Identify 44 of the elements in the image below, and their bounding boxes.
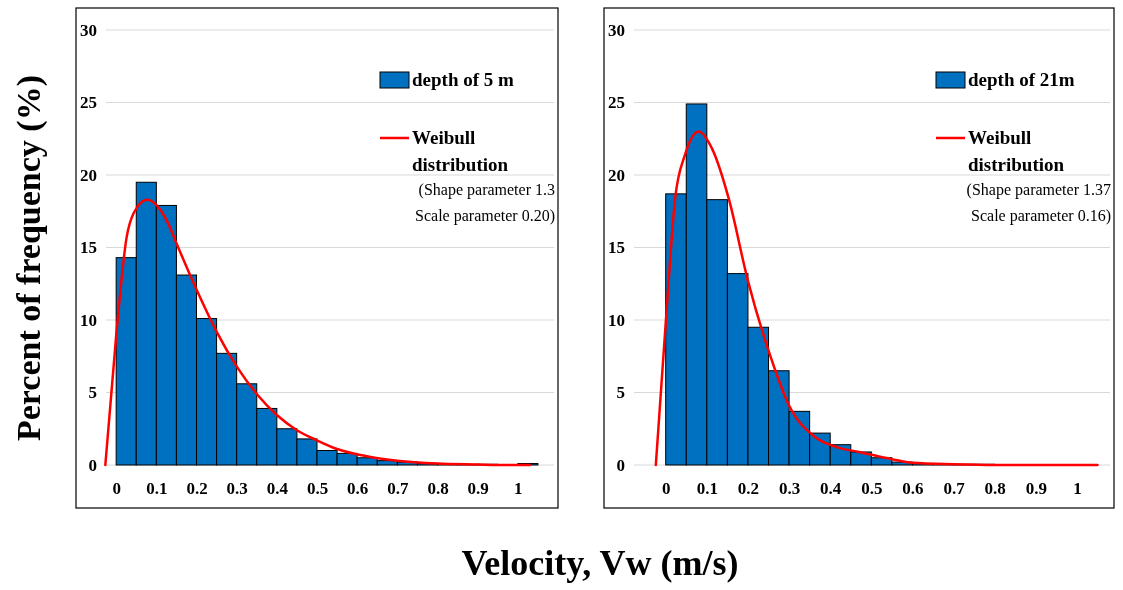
- x-tick-label: 0: [112, 479, 121, 499]
- legend-label: depth of 5 m: [412, 69, 515, 90]
- y-tick-label: 10: [80, 310, 97, 330]
- y-tick-label: 20: [80, 165, 97, 185]
- y-tick-label: 25: [608, 93, 625, 113]
- x-tick-label: 0.4: [820, 479, 842, 499]
- y-tick-label: 0: [616, 455, 625, 475]
- legend-label: Weibull distribution: [968, 127, 1065, 175]
- x-tick-label: 0.8: [427, 479, 449, 499]
- x-tick-label: 0.5: [306, 479, 329, 499]
- x-axis-title: Velocity, Vw (m/s): [461, 543, 739, 583]
- y-tick-label: 15: [80, 238, 97, 258]
- x-tick-label: 0.3: [226, 479, 248, 499]
- x-tick-label: 0.2: [737, 479, 760, 499]
- y-tick-label: 15: [608, 238, 625, 258]
- x-tick-label: 0.4: [266, 479, 289, 499]
- x-tick-label: 0.2: [186, 479, 208, 499]
- annotation: (Shape parameter 1.37 Scale parameter 0.16): [966, 181, 1111, 225]
- annotation: (Shape parameter 1.3 Scale parameter 0.20): [411, 181, 555, 225]
- y-tick-label: 25: [80, 93, 97, 113]
- y-tick-label: 30: [80, 20, 97, 40]
- x-tick-label: 0.8: [984, 479, 1006, 499]
- x-tick-label: 1: [1073, 479, 1082, 499]
- y-axis-title: Percent of frequency (%): [10, 74, 48, 442]
- y-tick-label: 30: [608, 20, 625, 40]
- x-tick-label: 0.1: [146, 479, 168, 499]
- x-tick-label: 0.1: [696, 479, 718, 499]
- x-tick-label: 0.6: [902, 479, 924, 499]
- legend-label: depth of 21m: [968, 69, 1075, 90]
- y-tick-label: 20: [608, 165, 625, 185]
- x-tick-label: 0: [661, 479, 671, 499]
- y-tick-label: 0: [88, 455, 97, 475]
- x-tick-label: 0.7: [943, 479, 966, 499]
- x-tick-label: 0.3: [778, 479, 801, 499]
- legend-label: Weibull distribution: [412, 127, 509, 175]
- y-tick-label: 10: [608, 310, 625, 330]
- x-tick-label: 1: [514, 479, 523, 499]
- x-tick-label: 0.9: [1025, 479, 1047, 499]
- x-tick-label: 0.7: [387, 479, 409, 499]
- y-tick-label: 5: [616, 383, 625, 403]
- x-tick-label: 0.6: [347, 479, 369, 499]
- x-tick-label: 0.9: [467, 479, 489, 499]
- x-tick-label: 0.5: [861, 479, 883, 499]
- y-tick-label: 5: [88, 383, 97, 403]
